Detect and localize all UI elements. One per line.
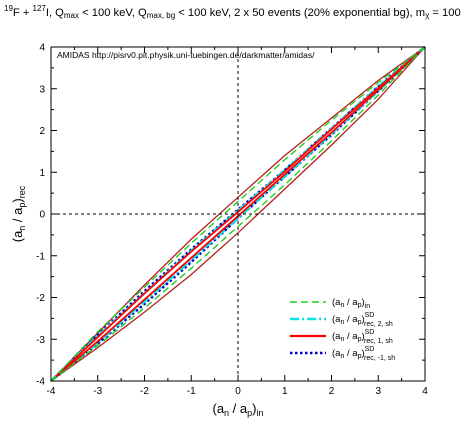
y-tick-label: 0 bbox=[39, 210, 45, 221]
reference-lines bbox=[51, 47, 425, 381]
x-tick-label: 1 bbox=[282, 386, 288, 397]
legend-sub-rec-minus-1-sh: rec, -1, sh bbox=[364, 355, 395, 362]
y-tick-label: 2 bbox=[39, 126, 45, 137]
x-tick-label: -2 bbox=[140, 386, 149, 397]
x-tick-label: 0 bbox=[235, 386, 241, 397]
series-green-lower bbox=[50, 46, 426, 382]
y-tick-label: -2 bbox=[36, 293, 45, 304]
chart-title: 19F + 127I, Qmax < 100 keV, Qmax, bg < 1… bbox=[4, 4, 463, 20]
y-tick-label: 3 bbox=[39, 84, 45, 95]
legend-label-in: (an / ap)in bbox=[332, 297, 370, 310]
x-tick-label: -1 bbox=[187, 386, 196, 397]
credit-text: AMIDAS http://pisrv0.pit.physik.uni-tueb… bbox=[57, 50, 315, 60]
y-tick-label: -3 bbox=[36, 335, 45, 346]
legend-entry-rec-minus-1-sh: (an / ap)SD rec, -1, sh bbox=[290, 346, 395, 362]
series-band-lower bbox=[50, 46, 426, 382]
y-tick-label: -4 bbox=[36, 377, 45, 388]
legend-entry-rec-2-sh: (an / ap)SD rec, 2, sh bbox=[290, 312, 393, 328]
legend-label-rec-2-sh: (an / ap)SD bbox=[332, 312, 374, 326]
x-tick-label: -4 bbox=[47, 386, 56, 397]
legend-label-rec-1-sh: (an / ap)SD bbox=[332, 329, 374, 343]
x-tick-label: -3 bbox=[93, 386, 102, 397]
x-tick-label: 3 bbox=[375, 386, 381, 397]
series-layer bbox=[50, 46, 426, 383]
legend-entry-in: (an / ap)in bbox=[290, 297, 370, 310]
y-tick-label: 4 bbox=[39, 43, 45, 54]
y-axis-label: (an / ap)rec bbox=[10, 185, 27, 242]
legend: (an / ap)in (an / ap)SD rec, 2, sh (an /… bbox=[290, 297, 395, 362]
x-tick-label: 4 bbox=[422, 386, 428, 397]
series-green-upper bbox=[50, 46, 426, 382]
legend-label-rec-minus-1-sh: (an / ap)SD bbox=[332, 346, 374, 360]
x-tick-label: 2 bbox=[329, 386, 335, 397]
y-tick-label: -1 bbox=[36, 251, 45, 262]
y-tick-label: 1 bbox=[39, 168, 45, 179]
legend-entry-rec-1-sh: (an / ap)SD rec, 1, sh bbox=[290, 329, 393, 345]
x-axis-label: (an / ap)in bbox=[212, 401, 263, 418]
legend-sub-rec-1-sh: rec, 1, sh bbox=[364, 338, 393, 345]
legend-sub-rec-2-sh: rec, 2, sh bbox=[364, 321, 393, 328]
tick-layer: -4 -3 -2 -1 0 1 2 3 4 -4 -3 -2 -1 0 1 2 3 4 bbox=[36, 43, 428, 398]
